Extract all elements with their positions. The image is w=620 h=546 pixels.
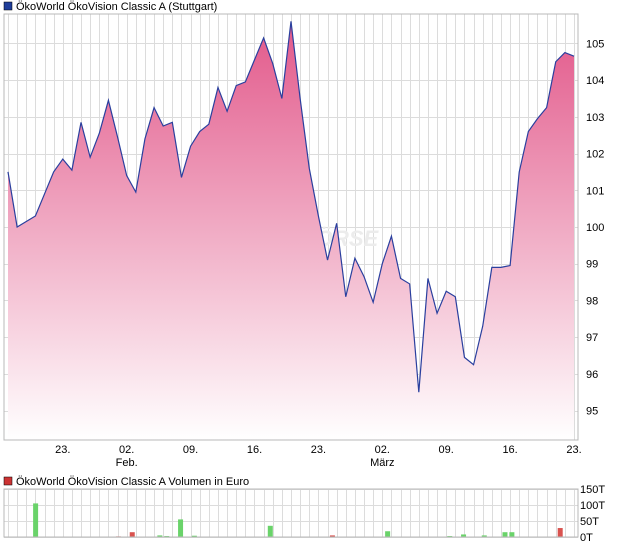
main-legend-label: ÖkoWorld ÖkoVision Classic A (Stuttgart) bbox=[16, 1, 217, 13]
y-tick-label: 102 bbox=[586, 149, 604, 161]
volume-bar bbox=[33, 503, 39, 537]
x-tick-label: 02. bbox=[375, 444, 390, 456]
y-tick-label: 101 bbox=[586, 185, 604, 197]
y-tick-label: 98 bbox=[586, 295, 598, 307]
x-tick-label: 09. bbox=[183, 444, 198, 456]
volume-bar bbox=[191, 535, 197, 537]
main-y-axis: 95 96 97 98 99 100 101 102 103 104 105 bbox=[586, 38, 604, 417]
x-tick-label: 23. bbox=[311, 444, 326, 456]
volume-bar bbox=[385, 531, 391, 537]
volume-plot-frame bbox=[3, 488, 579, 538]
y-tick-label: 105 bbox=[586, 38, 604, 50]
main-legend-swatch bbox=[3, 1, 13, 11]
y-tick-label: 104 bbox=[586, 75, 604, 87]
price-line bbox=[7, 21, 575, 393]
x-tick-label: 23. bbox=[566, 444, 581, 456]
volume-bar bbox=[502, 532, 508, 537]
y-tick-label: 100 bbox=[586, 222, 604, 234]
volume-legend-swatch bbox=[3, 476, 13, 486]
volume-bar bbox=[481, 535, 487, 537]
main-plot-frame bbox=[3, 13, 579, 441]
volume-bar bbox=[178, 519, 184, 537]
y-tick-label: 99 bbox=[586, 259, 598, 271]
volume-legend-label: ÖkoWorld ÖkoVision Classic A Volumen in … bbox=[16, 476, 249, 488]
x-tick-label: 23. bbox=[55, 444, 70, 456]
volume-y-tick-label: 50T bbox=[580, 516, 599, 528]
price-area bbox=[8, 21, 574, 441]
volume-y-tick-label: 150T bbox=[580, 484, 605, 496]
volume-y-axis: 150T 100T 50T 0T bbox=[580, 484, 605, 544]
y-tick-label: 96 bbox=[586, 369, 598, 381]
x-tick-label: 16. bbox=[247, 444, 262, 456]
volume-bar bbox=[557, 528, 563, 537]
y-tick-label: 95 bbox=[586, 406, 598, 418]
month-label: Feb. bbox=[116, 457, 138, 469]
volume-bar bbox=[157, 535, 163, 537]
volume-y-tick-label: 100T bbox=[580, 500, 605, 512]
x-tick-label: 02. bbox=[119, 444, 134, 456]
x-tick-label: 16. bbox=[502, 444, 517, 456]
volume-bar bbox=[329, 535, 335, 537]
y-tick-label: 103 bbox=[586, 112, 604, 124]
month-label: März bbox=[370, 457, 394, 469]
volume-grid bbox=[4, 489, 578, 538]
volume-bar bbox=[509, 532, 515, 537]
x-tick-label: 09. bbox=[439, 444, 454, 456]
volume-bar bbox=[267, 525, 273, 537]
volume-bar bbox=[461, 534, 467, 537]
volume-y-tick-label: 0T bbox=[580, 532, 593, 544]
volume-bar bbox=[129, 532, 135, 537]
main-x-axis: 23.02.09.16.23.02.09.16.23.01.10.Feb.Mär… bbox=[55, 444, 582, 469]
y-tick-label: 97 bbox=[586, 332, 598, 344]
